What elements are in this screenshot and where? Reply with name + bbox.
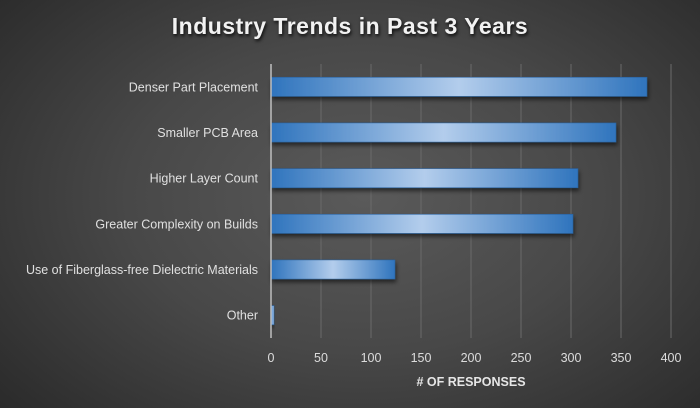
y-category-label: Smaller PCB Area	[157, 126, 258, 140]
y-category-label: Denser Part Placement	[129, 80, 259, 94]
x-axis-title: # OF RESPONSES	[416, 375, 525, 389]
gridlines	[320, 64, 672, 338]
y-category-label: Greater Complexity on Builds	[95, 217, 258, 231]
x-tick-label: 100	[361, 351, 382, 365]
x-tick-label: 400	[661, 351, 682, 365]
x-tick-label: 0	[268, 351, 275, 365]
bar	[270, 259, 396, 280]
bar	[270, 76, 648, 97]
y-category-label: Higher Layer Count	[150, 172, 259, 186]
x-tick-label: 50	[314, 351, 328, 365]
x-tick-label: 350	[611, 351, 632, 365]
bar	[270, 168, 579, 189]
y-category-label: Use of Fiberglass-free Dielectric Materi…	[26, 263, 258, 277]
x-tick-label: 300	[561, 351, 582, 365]
x-tick-label: 250	[511, 351, 532, 365]
x-tick-label: 200	[461, 351, 482, 365]
x-tick-label: 150	[411, 351, 432, 365]
bars	[270, 76, 648, 326]
bar	[270, 122, 617, 143]
labels: 0 50 100 150 200 250 300 350 400 Denser Part Plac…	[26, 80, 681, 365]
y-category-label: Other	[227, 309, 258, 323]
chart-title: Industry Trends in Past 3 Years	[171, 13, 529, 39]
bar	[270, 213, 574, 234]
